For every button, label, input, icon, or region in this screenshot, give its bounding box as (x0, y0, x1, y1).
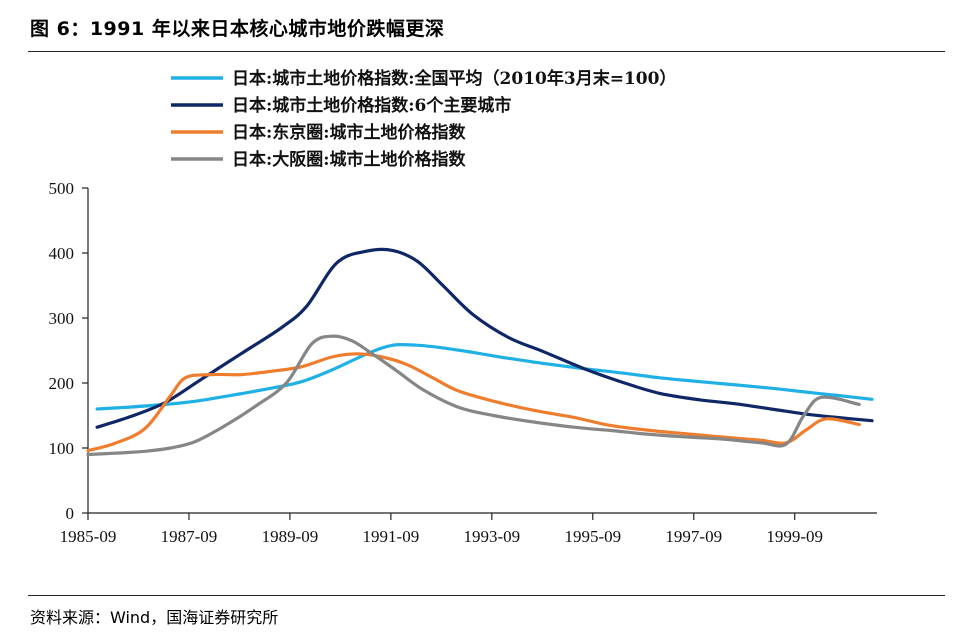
line-chart: 日本:城市土地价格指数:全国平均（2010年3月末=100） 日本:城市土地价格指… (49, 68, 877, 546)
legend-label: 日本:城市土地价格指数:6个主要城市 (232, 95, 511, 116)
bottom-rule (28, 595, 945, 596)
y-tick-label: 400 (49, 244, 75, 263)
x-tick-label: 1993-09 (464, 527, 521, 546)
x-tick-label: 1989-09 (262, 527, 319, 546)
legend-label: 日本:大阪圈:城市土地价格指数 (232, 149, 467, 170)
y-tick-label: 100 (49, 439, 75, 458)
osaka-area-line (86, 334, 861, 457)
y-tick-label: 200 (49, 374, 75, 393)
six-major-cities-line (95, 247, 874, 429)
top-rule (28, 51, 945, 52)
y-tick-label: 0 (66, 504, 75, 523)
axes: 0 100 200 300 400 500 1985-09 1987-09 1989-09 199… (49, 179, 877, 546)
x-tick-label: 1999-09 (766, 527, 823, 546)
y-tick-label: 500 (49, 179, 75, 198)
series-lines (86, 247, 874, 457)
legend-label: 日本:东京圈:城市土地价格指数 (232, 122, 467, 143)
source-note: 资料来源：Wind，国海证券研究所 (30, 608, 279, 627)
national-average-line (95, 342, 874, 411)
legend-label: 日本:城市土地价格指数:全国平均（2010年3月末=100） (232, 68, 676, 89)
x-tick-label: 1997-09 (665, 527, 722, 546)
x-tick-label: 1995-09 (564, 527, 621, 546)
legend: 日本:城市土地价格指数:全国平均（2010年3月末=100） 日本:城市土地价格指… (171, 68, 676, 170)
x-tick-label: 1991-09 (363, 527, 420, 546)
figure-title: 图 6：1991 年以来日本核心城市地价跌幅更深 (30, 18, 445, 40)
x-tick-label: 1987-09 (161, 527, 218, 546)
y-tick-label: 300 (49, 309, 75, 328)
x-tick-label: 1985-09 (60, 527, 117, 546)
tokyo-area-line (86, 352, 861, 453)
